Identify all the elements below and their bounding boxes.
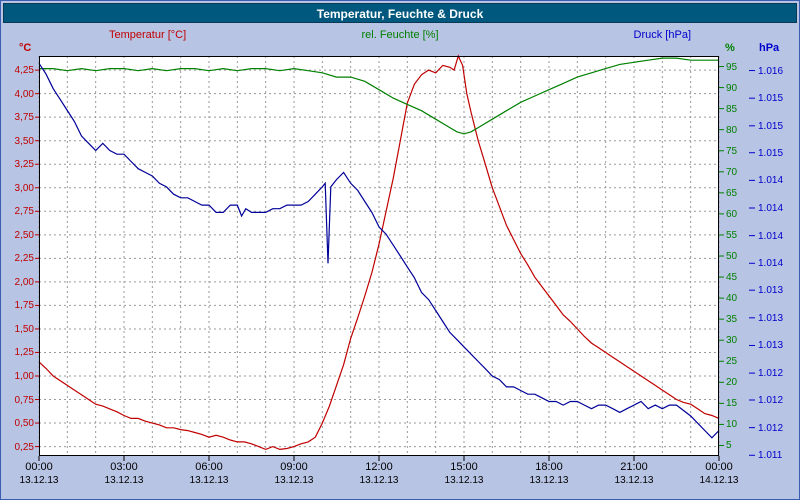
axis-tick-label: 1.015 xyxy=(758,93,784,105)
axis-tick-label: 2,25 xyxy=(14,253,34,265)
time-tick-label: 00:00 14.12.13 xyxy=(687,461,751,486)
axis-tick-label: 2,75 xyxy=(14,206,34,218)
time-value: 21:00 xyxy=(620,461,648,473)
time-tick-label: 15:00 13.12.13 xyxy=(432,461,496,486)
axis-tick-label: 1.014 xyxy=(758,230,784,242)
axis-tick-label: 50 xyxy=(726,251,738,262)
axis-tick-label: 1.014 xyxy=(758,258,784,270)
axis-tick-label: 1.014 xyxy=(758,175,784,187)
time-value: 18:00 xyxy=(535,461,563,473)
pressure-axis-title: Druck [hPa] xyxy=(633,29,691,41)
time-value: 00:00 xyxy=(25,461,53,473)
axis-tick-label: 1.012 xyxy=(758,422,784,434)
date-value: 14.12.13 xyxy=(699,475,739,486)
axis-tick-label: 1,25 xyxy=(14,347,34,359)
axis-tick-label: 1.011 xyxy=(758,450,783,462)
axis-tick-label: 3,75 xyxy=(14,112,34,124)
date-value: 13.12.13 xyxy=(614,475,654,486)
axis-tick-label: 60 xyxy=(726,208,738,220)
time-value: 09:00 xyxy=(280,461,308,473)
time-value: 12:00 xyxy=(365,461,393,473)
axis-tick-label: 40 xyxy=(726,293,738,305)
date-value: 13.12.13 xyxy=(19,475,59,486)
pressure-axis-ticks: 1.016 1.015 1.015 1.015 1.014 1.014 1.014 1.014… xyxy=(758,56,799,462)
date-value: 13.12.13 xyxy=(529,475,569,486)
axis-tick-label: 0,50 xyxy=(14,418,34,430)
axis-tick-label: 80 xyxy=(726,124,738,136)
time-value: 15:00 xyxy=(450,461,478,473)
time-tick-label: 09:00 13.12.13 xyxy=(262,461,326,486)
axis-tick-label: 2,50 xyxy=(14,229,34,241)
temperature-axis-title: Temperatur [°C] xyxy=(109,29,187,41)
humidity-unit-label: % xyxy=(725,42,735,54)
axis-tick-label: 75 xyxy=(726,145,738,157)
window-title: Temperatur, Feuchte & Druck xyxy=(3,3,797,23)
axis-tick-label: 0,75 xyxy=(14,394,34,406)
time-value: 06:00 xyxy=(195,461,223,473)
time-axis-labels: 00:00 13.12.13 03:00 13.12.13 06:00 13.12.13 0… xyxy=(20,461,739,493)
axis-tick-label: 30 xyxy=(726,335,738,347)
axis-tick-label: 65 xyxy=(726,187,738,199)
time-value: 03:00 xyxy=(110,461,138,473)
axis-tick-label: 3,25 xyxy=(14,159,34,171)
temperature-unit-label: °C xyxy=(19,42,32,54)
axis-tick-label: 4,00 xyxy=(14,88,34,100)
axis-tick-label: 2,00 xyxy=(14,276,34,288)
axis-tick-label: 85 xyxy=(726,103,738,115)
axis-tick-label: 4,25 xyxy=(14,65,34,77)
axis-tick-label: 0,25 xyxy=(14,441,34,453)
humidity-axis-ticks: 95 90 85 80 75 70 65 60 55 50 45 40 35 30 25 20 15 10 5 xyxy=(726,56,752,456)
axis-tick-label: 55 xyxy=(726,229,738,241)
time-tick-label: 00:00 13.12.13 xyxy=(7,461,71,486)
axis-tick-label: 1.015 xyxy=(758,147,784,159)
date-value: 13.12.13 xyxy=(104,475,144,486)
axis-tick-label: 1.016 xyxy=(758,65,784,77)
humidity-axis-title: rel. Feuchte [%] xyxy=(361,29,439,41)
time-tick-label: 03:00 13.12.13 xyxy=(92,461,156,486)
plot-area xyxy=(35,54,755,461)
axis-tick-label: 1.013 xyxy=(758,340,784,352)
axis-tick-label: 1.013 xyxy=(758,285,784,297)
axis-tick-label: 5 xyxy=(726,440,732,452)
axis-tick-label: 1,50 xyxy=(14,323,34,335)
axis-tick-label: 3,50 xyxy=(14,135,34,147)
time-tick-label: 21:00 13.12.13 xyxy=(602,461,666,486)
axis-tick-label: 1.012 xyxy=(758,395,784,406)
time-value: 00:00 xyxy=(705,461,733,473)
axis-tick-label: 10 xyxy=(726,419,738,431)
time-tick-label: 18:00 13.12.13 xyxy=(517,461,581,486)
axis-tick-label: 90 xyxy=(726,82,738,94)
axis-tick-label: 1,75 xyxy=(14,300,34,312)
pressure-unit-label: hPa xyxy=(759,42,780,54)
temperature-axis-ticks: 4,25 4,00 3,75 3,50 3,25 3,00 2,75 2,50 2,25 2,00… xyxy=(3,56,36,456)
axis-tick-label: 15 xyxy=(726,398,738,410)
axis-tick-label: 3,00 xyxy=(14,182,34,194)
date-value: 13.12.13 xyxy=(444,475,484,486)
axis-tick-label: 25 xyxy=(726,356,738,368)
axis-tick-label: 1.014 xyxy=(758,203,784,214)
time-tick-label: 12:00 13.12.13 xyxy=(347,461,411,486)
axis-tick-label: 70 xyxy=(726,166,738,178)
date-value: 13.12.13 xyxy=(189,475,229,486)
axis-tick-label: 95 xyxy=(726,61,738,73)
axis-tick-label: 1.012 xyxy=(758,368,784,380)
date-value: 13.12.13 xyxy=(359,475,399,486)
axis-tick-label: 35 xyxy=(726,314,738,326)
axis-tick-label: 45 xyxy=(726,272,738,284)
axis-tick-label: 1.015 xyxy=(758,120,784,132)
time-tick-label: 06:00 13.12.13 xyxy=(177,461,241,486)
axis-tick-label: 1.013 xyxy=(758,312,784,324)
date-value: 13.12.13 xyxy=(274,475,314,486)
axis-tick-label: 1,00 xyxy=(14,371,34,382)
axis-tick-label: 20 xyxy=(726,377,738,389)
